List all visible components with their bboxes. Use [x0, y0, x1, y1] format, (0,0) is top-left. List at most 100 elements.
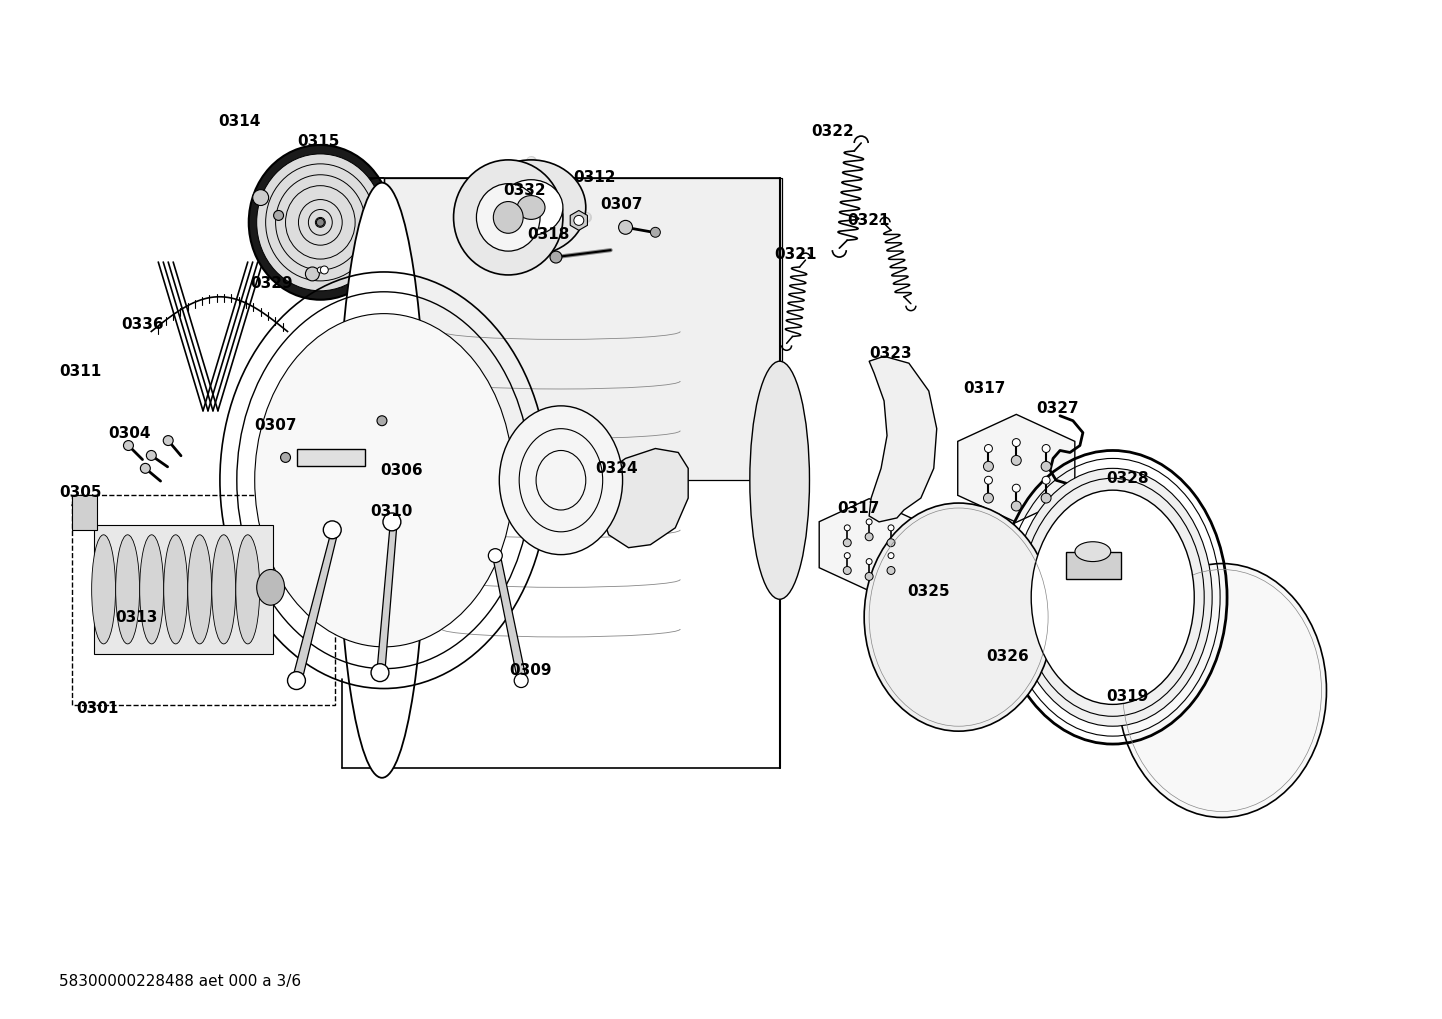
Ellipse shape	[864, 503, 1053, 732]
Text: 0304: 0304	[108, 426, 151, 441]
Ellipse shape	[499, 179, 562, 235]
Circle shape	[376, 416, 386, 426]
Circle shape	[146, 450, 156, 461]
Circle shape	[1011, 501, 1021, 511]
Circle shape	[163, 435, 173, 445]
Ellipse shape	[1014, 469, 1213, 727]
Circle shape	[887, 567, 895, 575]
Polygon shape	[957, 415, 1074, 523]
Text: 0317: 0317	[838, 500, 880, 516]
Ellipse shape	[286, 185, 355, 259]
Text: 0312: 0312	[572, 170, 616, 185]
Circle shape	[274, 211, 284, 220]
Polygon shape	[870, 357, 937, 522]
Text: 0310: 0310	[371, 504, 412, 520]
Ellipse shape	[257, 154, 384, 290]
Ellipse shape	[518, 196, 545, 219]
Circle shape	[1100, 523, 1110, 533]
Ellipse shape	[140, 535, 163, 644]
Text: 0319: 0319	[1106, 689, 1148, 704]
Circle shape	[124, 440, 134, 450]
Circle shape	[306, 267, 319, 281]
Text: 0329: 0329	[251, 276, 293, 291]
Circle shape	[983, 462, 994, 472]
Circle shape	[865, 533, 872, 541]
Ellipse shape	[309, 210, 332, 235]
Circle shape	[887, 539, 895, 546]
Circle shape	[619, 220, 633, 234]
Circle shape	[1043, 476, 1050, 484]
Circle shape	[867, 558, 872, 565]
Ellipse shape	[115, 535, 140, 644]
Ellipse shape	[257, 570, 284, 605]
Text: 0314: 0314	[218, 114, 261, 128]
Circle shape	[371, 663, 389, 682]
Ellipse shape	[265, 164, 375, 281]
Circle shape	[489, 548, 502, 562]
Bar	[297, 448, 365, 467]
Ellipse shape	[249, 145, 392, 300]
Circle shape	[985, 476, 992, 484]
Polygon shape	[293, 535, 337, 679]
Text: 0321: 0321	[848, 213, 890, 228]
Circle shape	[1041, 462, 1051, 472]
Text: 0336: 0336	[121, 317, 164, 332]
Text: 0322: 0322	[812, 123, 854, 139]
Circle shape	[888, 525, 894, 531]
Text: 0327: 0327	[1037, 401, 1079, 417]
Circle shape	[323, 521, 342, 539]
Text: 0301: 0301	[76, 701, 118, 716]
Polygon shape	[570, 211, 587, 230]
Circle shape	[316, 218, 324, 226]
Polygon shape	[493, 559, 526, 679]
Ellipse shape	[252, 190, 268, 206]
Circle shape	[844, 552, 851, 558]
Text: 0307: 0307	[255, 418, 297, 433]
Circle shape	[1097, 492, 1113, 508]
Circle shape	[844, 539, 851, 546]
Text: 0307: 0307	[601, 197, 643, 212]
Circle shape	[515, 674, 528, 688]
Circle shape	[983, 493, 994, 503]
Ellipse shape	[454, 160, 562, 275]
Circle shape	[320, 266, 329, 274]
Ellipse shape	[476, 160, 585, 255]
Text: 0306: 0306	[381, 463, 423, 478]
Ellipse shape	[493, 202, 523, 233]
Circle shape	[1012, 484, 1021, 492]
Ellipse shape	[1031, 490, 1194, 704]
Circle shape	[844, 567, 851, 575]
Ellipse shape	[337, 182, 427, 777]
Polygon shape	[601, 448, 688, 547]
Bar	[384, 177, 782, 480]
Circle shape	[1011, 455, 1021, 466]
Ellipse shape	[212, 535, 235, 644]
Text: 0315: 0315	[297, 133, 340, 149]
Bar	[72, 495, 97, 530]
Bar	[1066, 551, 1120, 580]
Circle shape	[140, 464, 150, 473]
Text: 0309: 0309	[509, 663, 552, 679]
Text: 0326: 0326	[986, 649, 1030, 664]
Ellipse shape	[476, 183, 541, 251]
Ellipse shape	[1074, 542, 1110, 561]
Circle shape	[574, 215, 584, 225]
Polygon shape	[376, 525, 397, 671]
Circle shape	[287, 672, 306, 690]
Ellipse shape	[255, 314, 513, 647]
Text: 58300000228488 aet 000 a 3/6: 58300000228488 aet 000 a 3/6	[59, 973, 301, 988]
Text: 0311: 0311	[59, 364, 101, 379]
Circle shape	[549, 251, 562, 263]
Circle shape	[1043, 444, 1050, 452]
Text: 0325: 0325	[907, 584, 949, 599]
Polygon shape	[819, 498, 919, 591]
Text: 0305: 0305	[59, 485, 101, 499]
Text: 0324: 0324	[596, 461, 639, 476]
Text: 0328: 0328	[1106, 471, 1148, 486]
Circle shape	[1012, 438, 1021, 446]
Bar	[94, 525, 273, 654]
Circle shape	[650, 227, 660, 237]
Text: 0318: 0318	[528, 227, 570, 242]
Ellipse shape	[236, 535, 260, 644]
Ellipse shape	[92, 535, 115, 644]
